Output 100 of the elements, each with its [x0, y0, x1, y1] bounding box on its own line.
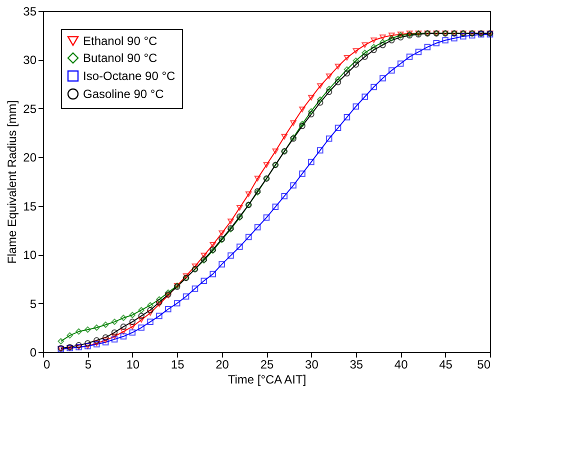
point — [334, 64, 342, 70]
point — [111, 318, 118, 325]
point — [362, 94, 368, 100]
point — [254, 224, 261, 230]
point — [245, 191, 252, 197]
point — [281, 192, 288, 200]
x-tick-label: 45 — [439, 358, 453, 372]
point — [299, 106, 306, 112]
legend-label: Iso-Octane 90 °C — [83, 69, 176, 83]
x-tick-label: 40 — [394, 358, 408, 372]
y-tick-label: 20 — [23, 150, 37, 165]
point — [326, 86, 332, 92]
point — [380, 42, 386, 48]
point — [236, 244, 243, 250]
point — [344, 114, 350, 120]
point — [281, 134, 288, 140]
point — [228, 252, 234, 259]
point — [388, 67, 395, 74]
point — [129, 329, 136, 336]
point — [182, 273, 190, 279]
point — [406, 54, 413, 60]
x-tick-label: 30 — [305, 358, 319, 372]
point — [210, 242, 216, 248]
point — [147, 310, 154, 316]
point — [415, 48, 422, 56]
point — [308, 108, 314, 114]
point — [129, 312, 136, 318]
point — [165, 306, 172, 312]
point — [272, 148, 279, 154]
legend-label: Gasoline 90 °C — [83, 87, 164, 101]
point — [334, 76, 342, 82]
point — [138, 306, 144, 314]
point — [370, 46, 377, 54]
point — [218, 230, 225, 236]
point — [66, 332, 73, 339]
point — [218, 261, 225, 268]
point — [352, 48, 360, 54]
point — [120, 324, 127, 330]
point — [344, 54, 350, 61]
point — [397, 60, 404, 67]
point — [424, 44, 431, 50]
y-tick-label: 15 — [23, 199, 37, 214]
x-tick-label: 50 — [477, 358, 491, 372]
point — [362, 42, 368, 48]
x-axis-title: Time [°CA AIT] — [228, 372, 306, 386]
point — [344, 66, 350, 73]
point — [200, 278, 208, 284]
y-tick-label: 10 — [23, 248, 37, 262]
y-tick-label: 30 — [23, 53, 37, 68]
point — [316, 96, 324, 103]
point — [370, 44, 377, 50]
point — [362, 50, 368, 56]
point — [84, 326, 91, 333]
point — [102, 322, 109, 328]
point — [192, 263, 198, 270]
point — [316, 147, 324, 154]
point — [138, 324, 144, 331]
point — [380, 39, 386, 46]
point — [326, 135, 332, 142]
point — [316, 83, 324, 89]
x-tick-label: 35 — [350, 358, 364, 372]
point — [326, 73, 332, 80]
point — [380, 34, 386, 40]
point — [236, 205, 243, 211]
point — [147, 318, 154, 325]
point — [308, 158, 314, 166]
point — [290, 182, 296, 189]
point — [228, 218, 234, 224]
point — [433, 40, 440, 46]
legend-label: Ethanol 90 °C — [83, 34, 158, 48]
point — [352, 61, 360, 68]
point — [308, 111, 314, 118]
point — [370, 84, 377, 90]
point — [299, 170, 306, 177]
point — [129, 318, 136, 325]
point — [84, 340, 91, 346]
point — [120, 333, 127, 340]
point — [58, 338, 64, 344]
point — [263, 162, 270, 168]
point — [174, 300, 180, 306]
point — [156, 299, 162, 306]
point — [111, 334, 118, 340]
point — [334, 78, 342, 86]
x-tick-label: 20 — [216, 358, 230, 372]
point — [147, 302, 154, 308]
point — [129, 324, 136, 330]
point — [120, 314, 127, 322]
point — [111, 336, 118, 342]
legend-label: Butanol 90 °C — [83, 51, 158, 65]
point — [156, 312, 162, 320]
x-tick-label: 15 — [170, 358, 185, 372]
point — [290, 120, 296, 126]
x-tick-label: 0 — [44, 358, 50, 372]
y-tick-label: 0 — [30, 346, 37, 360]
point — [388, 32, 395, 38]
point — [334, 124, 342, 132]
x-tick-label: 5 — [84, 358, 92, 372]
point — [451, 35, 458, 42]
x-tick-label: 10 — [126, 358, 140, 372]
point — [352, 58, 360, 64]
